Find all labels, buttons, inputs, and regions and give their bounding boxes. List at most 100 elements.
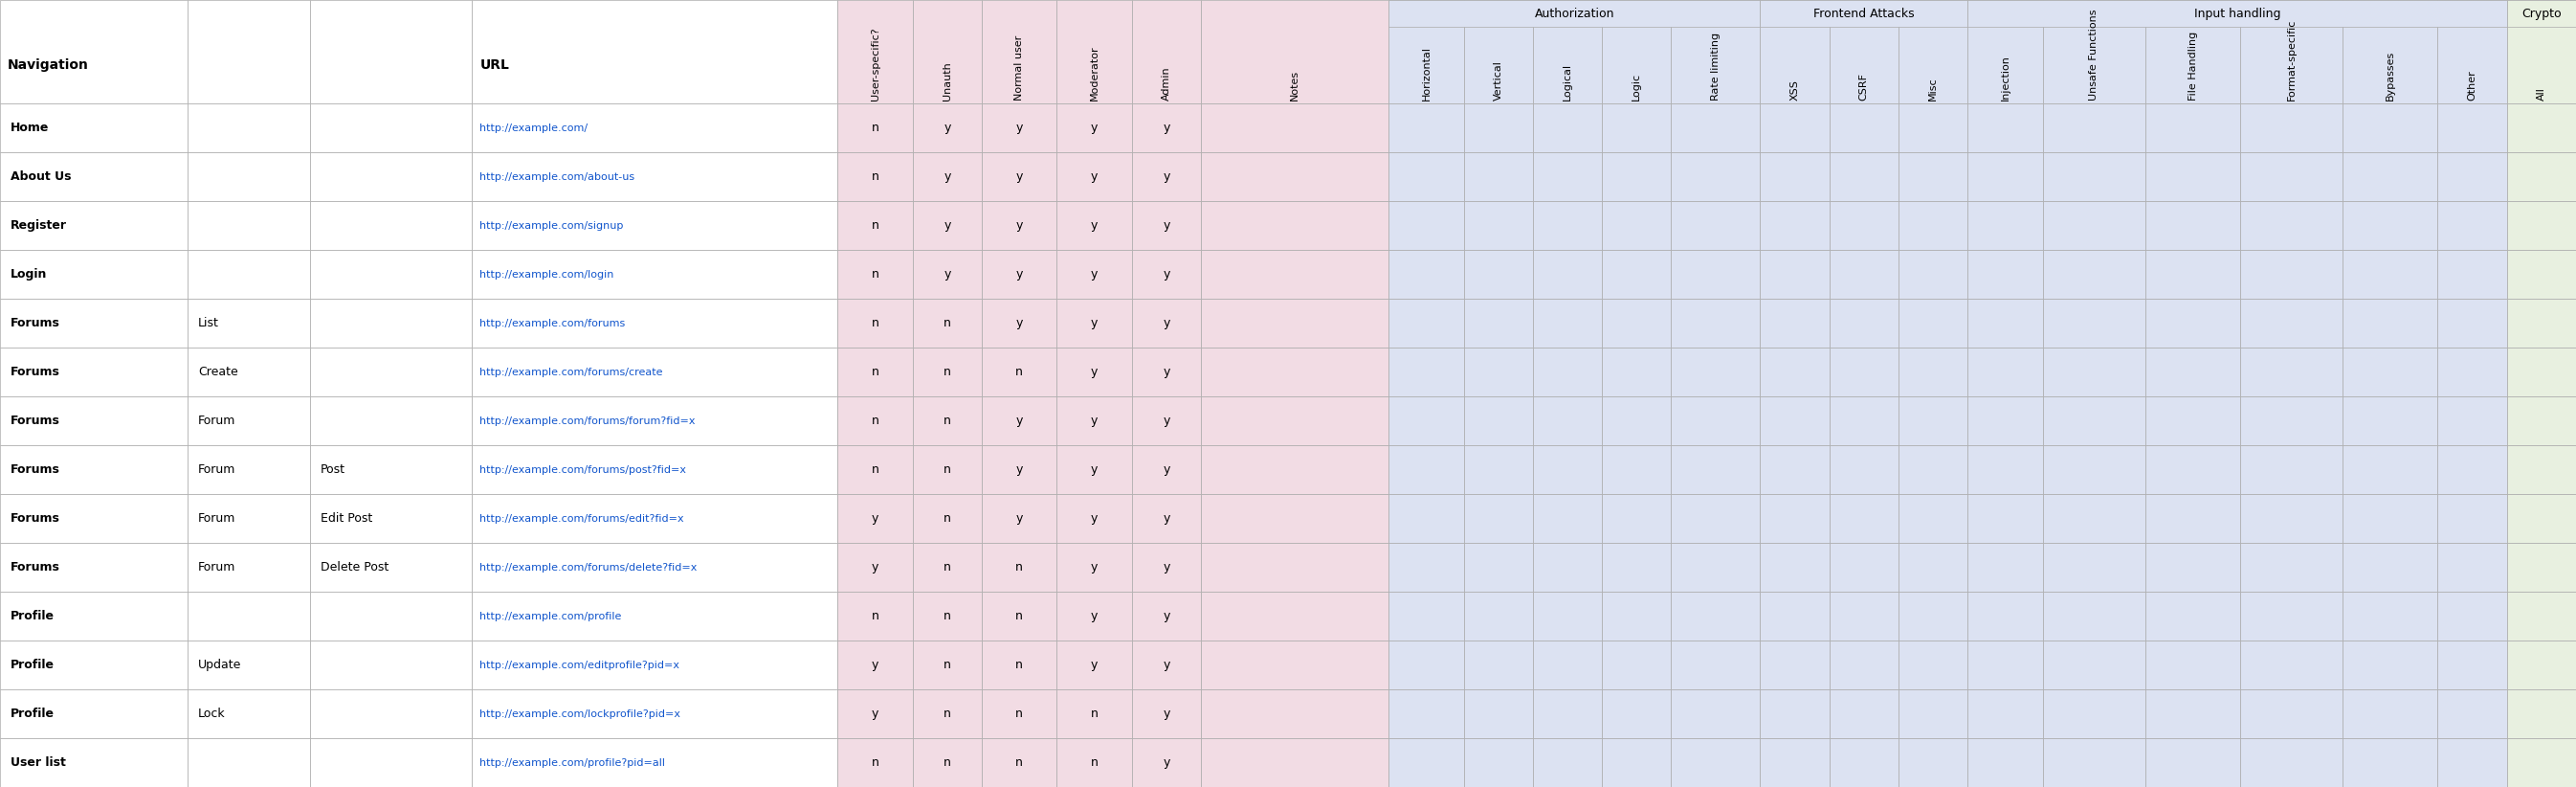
Bar [1388, 543, 1463, 592]
Bar [2506, 689, 2576, 738]
Text: n: n [943, 366, 951, 379]
Bar [1899, 543, 1968, 592]
Text: All: All [2537, 87, 2545, 101]
Text: n: n [871, 171, 878, 183]
Bar [2506, 104, 2576, 153]
Bar [2506, 299, 2576, 348]
Bar [1672, 543, 1759, 592]
Text: http://example.com/login: http://example.com/login [479, 270, 613, 279]
Bar [1463, 299, 1533, 348]
Bar [837, 397, 912, 445]
Bar [2344, 348, 2437, 397]
Bar [1672, 397, 1759, 445]
Bar [1899, 0, 1968, 104]
Bar [912, 153, 981, 201]
Bar [2437, 348, 2506, 397]
Text: n: n [1015, 366, 1023, 379]
Bar [1759, 689, 1829, 738]
Text: Update: Update [198, 659, 242, 671]
Text: Unsafe Functions: Unsafe Functions [2089, 9, 2099, 101]
Bar [1602, 445, 1672, 494]
Text: http://example.com/forums/delete?fid=x: http://example.com/forums/delete?fid=x [479, 563, 698, 572]
Bar [1968, 153, 2043, 201]
Bar [1200, 689, 1388, 738]
Bar [1533, 299, 1602, 348]
Bar [912, 543, 981, 592]
Bar [471, 348, 837, 397]
Bar [2043, 104, 2146, 153]
Bar [2043, 641, 2146, 689]
Bar [188, 592, 309, 641]
Bar [1672, 0, 1759, 104]
Bar [188, 153, 309, 201]
Bar [1672, 104, 1759, 153]
Bar [1899, 299, 1968, 348]
Bar [2437, 445, 2506, 494]
Bar [1968, 201, 2043, 250]
Bar [2043, 299, 2146, 348]
Bar [0, 738, 188, 787]
Bar [309, 348, 471, 397]
Text: Forum: Forum [198, 464, 234, 476]
Bar [2437, 543, 2506, 592]
Bar [2241, 445, 2344, 494]
Bar [1056, 445, 1131, 494]
Text: Bypasses: Bypasses [2385, 50, 2396, 101]
Bar [1388, 445, 1463, 494]
Bar [1533, 689, 1602, 738]
Bar [1899, 592, 1968, 641]
Text: n: n [871, 756, 878, 769]
Bar [2344, 689, 2437, 738]
Bar [1131, 592, 1200, 641]
Bar [471, 397, 837, 445]
Bar [1759, 299, 1829, 348]
Bar [2146, 738, 2241, 787]
Bar [1968, 689, 2043, 738]
Text: http://example.com/lockprofile?pid=x: http://example.com/lockprofile?pid=x [479, 709, 680, 719]
Text: http://example.com/forums/edit?fid=x: http://example.com/forums/edit?fid=x [479, 514, 685, 523]
Text: File Handling: File Handling [2187, 31, 2197, 101]
Bar [2344, 250, 2437, 299]
Bar [1899, 494, 1968, 543]
Bar [0, 689, 188, 738]
Text: y: y [1015, 122, 1023, 135]
Text: Admin: Admin [1162, 66, 1172, 101]
Bar [1829, 348, 1899, 397]
Bar [188, 445, 309, 494]
Bar [1829, 641, 1899, 689]
Bar [1899, 641, 1968, 689]
Bar [981, 445, 1056, 494]
Bar [1968, 592, 2043, 641]
Bar [2043, 250, 2146, 299]
Bar [188, 689, 309, 738]
Text: XSS: XSS [1790, 79, 1801, 101]
Text: http://example.com/profile?pid=all: http://example.com/profile?pid=all [479, 758, 665, 767]
Text: y: y [871, 561, 878, 574]
Bar [1672, 738, 1759, 787]
Text: Create: Create [198, 366, 237, 379]
Text: Forums: Forums [10, 366, 59, 379]
Bar [1056, 0, 1131, 104]
Text: User-specific?: User-specific? [871, 28, 881, 101]
Bar [471, 299, 837, 348]
Bar [1131, 689, 1200, 738]
Bar [1602, 494, 1672, 543]
Text: n: n [943, 561, 951, 574]
Bar [1463, 250, 1533, 299]
Bar [0, 494, 188, 543]
Bar [0, 397, 188, 445]
Text: Frontend Attacks: Frontend Attacks [1814, 7, 1914, 20]
Bar [981, 0, 1056, 104]
Bar [0, 201, 188, 250]
Bar [1533, 0, 1602, 104]
Bar [2043, 543, 2146, 592]
Bar [188, 104, 309, 153]
Text: n: n [943, 512, 951, 525]
Text: n: n [1090, 708, 1097, 720]
Bar [2241, 104, 2344, 153]
Bar [1759, 153, 1829, 201]
Bar [1463, 689, 1533, 738]
Bar [1672, 299, 1759, 348]
Bar [1056, 201, 1131, 250]
Bar [981, 689, 1056, 738]
